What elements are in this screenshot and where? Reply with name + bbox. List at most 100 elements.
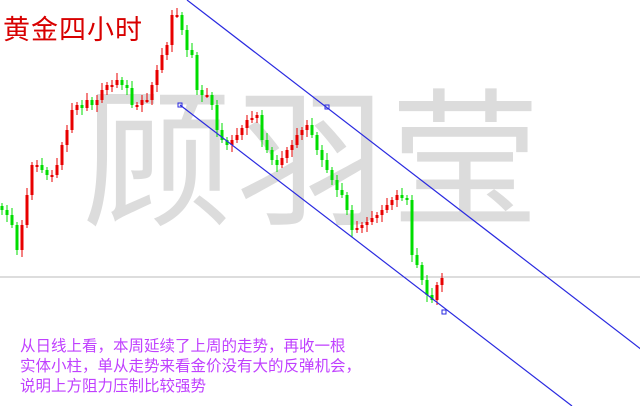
candle-body	[295, 135, 299, 145]
channel-anchor-handle	[324, 104, 330, 110]
candle-body	[30, 165, 34, 195]
candle-body	[290, 145, 294, 150]
candle-body	[115, 80, 119, 85]
candle-body	[435, 285, 439, 300]
candle-body	[45, 170, 49, 175]
candle-body	[425, 280, 429, 295]
candle-body	[245, 120, 249, 128]
candle-body	[130, 88, 134, 105]
candle-body	[140, 100, 144, 105]
candle-body	[365, 222, 369, 225]
candle-body	[70, 110, 74, 130]
channel-anchor-handle	[177, 102, 183, 108]
candle-body	[280, 158, 284, 165]
candle-body	[345, 195, 349, 210]
candle-body	[150, 85, 154, 100]
candle-body	[200, 90, 204, 95]
note-line: 从日线上看，本周延续了上周的走势，再收一根	[20, 337, 346, 355]
candle-body	[35, 165, 39, 167]
candle-body	[240, 128, 244, 135]
candle-body	[320, 150, 324, 160]
candle-body	[310, 125, 314, 135]
candle-body	[205, 95, 209, 97]
candle-body	[50, 175, 54, 177]
candle-body	[25, 195, 29, 225]
candle-body	[90, 100, 94, 105]
candle-body	[215, 105, 219, 130]
candle-body	[85, 100, 89, 108]
candle-body	[305, 125, 309, 130]
candle-body	[395, 195, 399, 200]
candle-body	[180, 15, 184, 30]
candle-body	[60, 145, 64, 165]
candle-body	[65, 130, 69, 145]
candle-body	[155, 70, 159, 85]
candle-body	[55, 165, 59, 175]
candle-body	[210, 95, 214, 105]
candle-body	[175, 15, 179, 17]
candle-body	[420, 265, 424, 280]
candle-body	[265, 140, 269, 150]
candle-body	[270, 150, 274, 160]
candle-body	[390, 200, 394, 205]
candle-body	[100, 90, 104, 100]
candle-body	[165, 45, 169, 55]
candle-body	[135, 105, 139, 107]
candle-body	[125, 85, 129, 88]
candle-body	[160, 55, 164, 70]
candle-body	[335, 180, 339, 190]
candle-body	[370, 218, 374, 222]
channel-anchor-handle	[441, 309, 447, 315]
candle-body	[330, 170, 334, 180]
candle-body	[195, 55, 199, 90]
candle-body	[95, 100, 99, 105]
note-line: 实体小柱，单从走势来看金价没有大的反弹机会，	[20, 357, 362, 375]
candle-body	[375, 215, 379, 218]
candle-body	[170, 15, 174, 45]
note-line: 说明上方阻力压制比较强势	[20, 377, 207, 395]
candle-body	[80, 105, 84, 108]
candle-body	[20, 225, 24, 250]
candle-body	[225, 140, 229, 145]
candle-body	[340, 190, 344, 195]
candle-body	[120, 80, 124, 85]
candle-body	[385, 205, 389, 210]
candle-body	[10, 215, 14, 225]
chart-title: 黄金四小时	[3, 15, 143, 46]
candle-body	[220, 130, 224, 140]
candle-body	[415, 255, 419, 265]
candle-body	[360, 225, 364, 228]
candle-body	[410, 200, 414, 255]
candle-body	[110, 85, 114, 87]
candle-body	[300, 130, 304, 135]
candle-body	[440, 278, 444, 285]
candle-body	[15, 225, 19, 250]
candle-body	[190, 50, 194, 55]
candle-body	[105, 85, 109, 90]
watermark: 顾羽莹	[82, 76, 545, 250]
candle-body	[5, 210, 9, 215]
candle-body	[230, 140, 234, 145]
candle-body	[430, 295, 434, 300]
candle-body	[350, 210, 354, 230]
candle-body	[405, 198, 409, 200]
candle-body	[250, 118, 254, 120]
candle-body	[40, 165, 44, 170]
analysis-note: 从日线上看，本周延续了上周的走势，再收一根 实体小柱，单从走势来看金价没有大的反…	[20, 336, 410, 396]
candle-body	[275, 160, 279, 165]
candle-body	[260, 115, 264, 140]
candle-body	[185, 30, 189, 50]
candle-body	[145, 100, 149, 102]
candle-body	[235, 135, 239, 140]
channel-upper-line	[186, 0, 640, 350]
channel-lower-line	[179, 104, 573, 406]
candle-body	[0, 206, 4, 210]
candle-body	[355, 228, 359, 230]
candle-body	[315, 135, 319, 150]
candle-body	[380, 210, 384, 215]
candle-body	[75, 105, 79, 110]
candle-body	[325, 160, 329, 170]
candle-body	[285, 150, 289, 158]
